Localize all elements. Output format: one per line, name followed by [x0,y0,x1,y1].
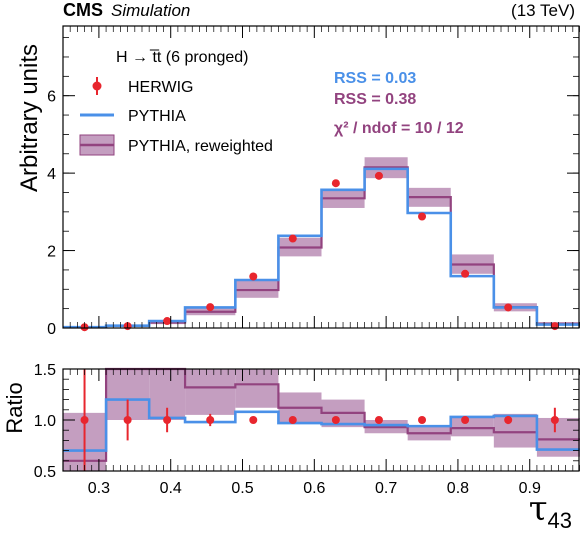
ratio-herwig-point [123,416,132,424]
legend-title: H → t̅t (6 pronged) [116,49,249,66]
ratio-xtick-label: 0.5 [231,480,253,497]
legend-reweighted-label: PYTHIA, reweighted [128,138,273,155]
ratio-xtick-label: 0.4 [160,480,182,497]
ratio-ytick-label: 0.5 [34,464,56,481]
main-herwig-point [331,179,340,188]
main-herwig-point [550,322,559,331]
main-herwig-point [163,317,172,326]
ratio-xtick-label: 0.7 [375,480,397,497]
ratio-xtick-label: 0.9 [519,480,541,497]
cms-label: CMS [63,0,103,20]
y-axis-label-ratio: Ratio [2,382,27,433]
ratio-panel: 0.5 1.0 1.5 0.3 0.4 0.5 0.6 0.7 0.8 0.9 [34,362,580,497]
ratio-ytick-label: 1.0 [34,413,56,430]
ratio-herwig-point [550,416,559,424]
main-ytick-label: 4 [47,166,56,183]
main-herwig-point [374,171,383,180]
ratio-xtick-label: 0.3 [88,480,110,497]
legend-reweighted: PYTHIA, reweighted [79,134,273,156]
x-axis-label-symbol: τ [529,489,548,529]
ratio-herwig-point [163,416,172,424]
legend-herwig-marker [92,81,102,91]
ratio-herwig-point [331,416,340,424]
ratio-herwig-point [461,416,470,424]
y-axis-label-main: Arbitrary units [16,44,43,192]
ratio-band-bin [493,413,537,448]
chi2-label: χ² / ndof = 10 / 12 [334,120,464,137]
ratio-ytick-label: 1.5 [34,362,56,379]
ratio-herwig-point [249,416,258,424]
ratio-pythia-line [63,398,580,452]
main-ytick-label: 6 [47,89,56,106]
legend-herwig: HERWIG [92,77,193,96]
energy-label: (13 TeV) [511,1,575,20]
main-herwig-point [249,272,258,281]
x-axis-label: τ43 [529,489,572,533]
rss-pythia: RSS = 0.03 [334,70,416,87]
main-ytick-label: 0 [47,321,56,338]
ratio-xtick-label: 0.6 [303,480,325,497]
main-herwig-point [418,212,427,221]
main-herwig-point [504,303,513,312]
main-pythia-line [63,167,580,329]
main-ytick-label: 2 [47,244,56,261]
ratio-herwig-point [206,416,215,424]
simulation-label: Simulation [111,1,190,20]
main-frame [62,25,580,329]
main-herwig-point [461,269,470,278]
ratio-herwig-point [288,416,297,424]
main-herwig-point [206,303,215,312]
ratio-xtick-label: 0.8 [447,480,469,497]
ratio-herwig-point [80,416,89,424]
legend-pythia-label: PYTHIA [128,108,186,125]
rss-reweighted: RSS = 0.38 [334,91,416,108]
ratio-herwig-point [504,416,513,424]
main-panel: 0 2 4 6 [47,25,580,338]
ratio-herwig-point [418,416,427,424]
ratio-herwig-point [374,416,383,424]
legend-pythia: PYTHIA [80,108,186,125]
x-axis-label-subscript: 43 [548,508,572,533]
main-herwig-point [288,234,297,243]
legend-herwig-label: HERWIG [128,79,193,96]
ratio-band-bin [185,369,236,415]
